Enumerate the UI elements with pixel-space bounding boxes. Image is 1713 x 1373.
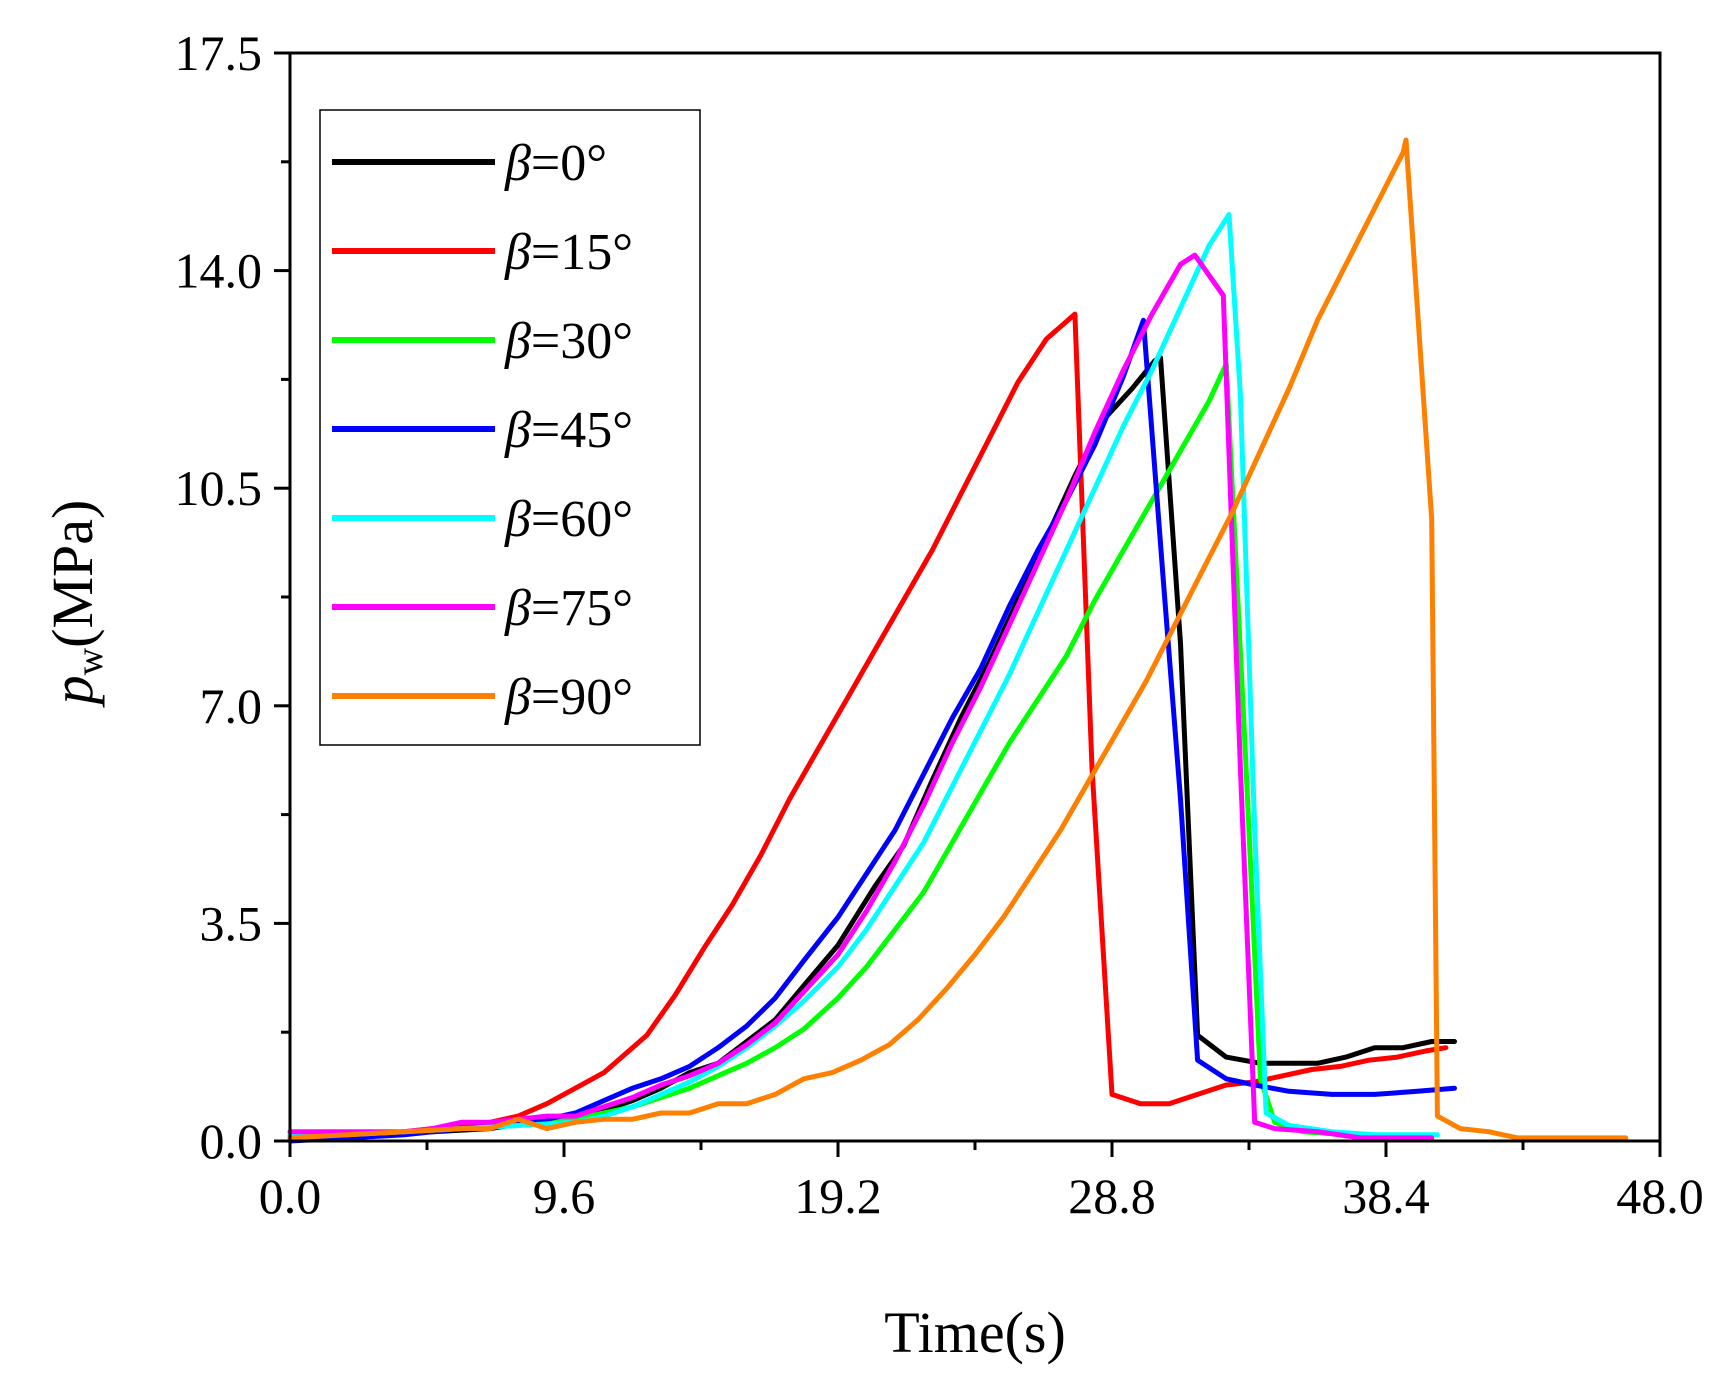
legend-items: β=0°β=15°β=30°β=45°β=60°β=75°β=90° [332,135,633,726]
y-tick-label: 17.5 [175,25,263,81]
series-line-1 [287,311,1449,1141]
x-tick-label: 38.4 [1342,1168,1430,1224]
y-tick-label: 14.0 [175,243,263,299]
legend-symbol: β [504,669,531,726]
y-axis-unit: (MPa) [40,500,105,648]
axis-ticks [274,51,1662,1157]
legend-label: β=0° [504,135,607,192]
legend-series-name: =60° [531,491,633,548]
legend-series-name: =0° [531,135,607,192]
series-line-5 [287,252,1435,1141]
y-tick-label: 3.5 [200,895,263,951]
y-axis-title: pw(MPa) [40,500,111,709]
legend-label: β=45° [504,402,633,459]
plot-lines [287,137,1629,1144]
legend-label: β=15° [504,224,633,281]
legend-label: β=30° [504,313,633,370]
y-axis-subscript: w [69,647,111,675]
legend-label: β=60° [504,491,633,548]
legend-series-name: =45° [531,402,633,459]
legend-symbol: β [504,224,531,281]
legend-series-name: =90° [531,669,633,726]
y-tick-label: 10.5 [175,460,263,516]
x-tick-label: 0.0 [259,1168,322,1224]
legend: β=0°β=15°β=30°β=45°β=60°β=75°β=90° [319,109,701,746]
x-tick-label: 9.6 [533,1168,596,1224]
legend-symbol: β [504,135,531,192]
legend-symbol: β [504,402,531,459]
legend-symbol: β [504,580,531,637]
legend-symbol: β [504,491,531,548]
legend-label: β=90° [504,669,633,726]
legend-series-name: =75° [531,580,633,637]
tick-labels: 0.0 9.6 19.2 28.8 38.4 48.0 0.0 3.5 7.0 10.5 14.0 1… [175,25,1704,1224]
x-tick-label: 19.2 [794,1168,882,1224]
legend-series-name: =30° [531,313,633,370]
series-line-4 [287,212,1440,1138]
legend-symbol: β [504,313,531,370]
series-line-6 [287,137,1629,1141]
x-tick-label: 48.0 [1616,1168,1704,1224]
legend-label: β=75° [504,580,633,637]
series-line-2 [287,361,1435,1141]
x-tick-label: 28.8 [1068,1168,1156,1224]
y-axis-symbol: p [40,675,105,708]
legend-series-name: =15° [531,224,633,281]
x-axis-title: Time(s) [884,1300,1066,1365]
y-tick-label: 7.0 [200,678,263,734]
y-tick-label: 0.0 [200,1113,263,1169]
series-line-3 [287,317,1457,1144]
